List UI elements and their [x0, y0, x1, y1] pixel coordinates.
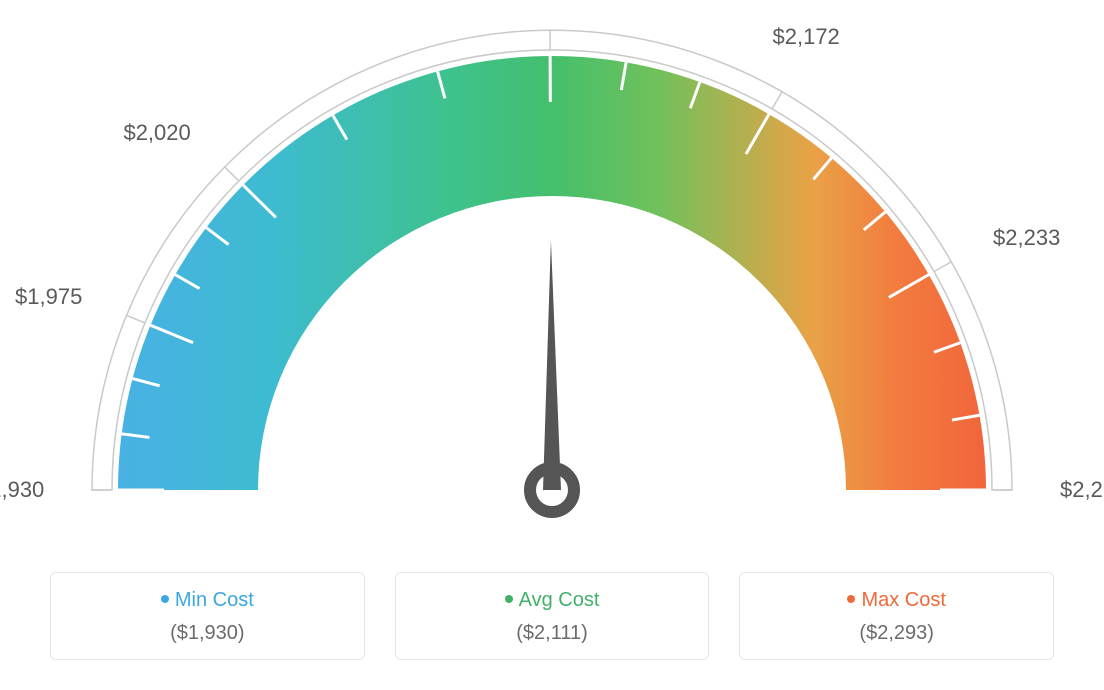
dot-icon	[847, 595, 855, 603]
legend-avg-label: Avg Cost	[519, 589, 600, 611]
legend-card-max: Max Cost ($2,293)	[739, 572, 1054, 660]
chart-container: $1,930$1,975$2,020$2,111$2,172$2,233$2,2…	[0, 0, 1104, 690]
gauge-tick-label: $2,233	[993, 225, 1060, 251]
legend-min-value: ($1,930)	[61, 622, 354, 645]
legend-max-value: ($2,293)	[750, 622, 1043, 645]
legend-max-label: Max Cost	[861, 589, 945, 611]
gauge-tick-label: $2,020	[123, 120, 190, 146]
legend-card-min: Min Cost ($1,930)	[50, 572, 365, 660]
legend-avg-value: ($2,111)	[406, 622, 699, 645]
legend-max-title: Max Cost	[750, 589, 1043, 612]
legend-avg-title: Avg Cost	[406, 589, 699, 612]
gauge-tick-label: $2,172	[773, 24, 840, 50]
gauge-tick-label: $2,293	[1060, 477, 1104, 503]
gauge-tick-label: $1,975	[15, 284, 82, 310]
gauge-svg	[0, 0, 1104, 540]
dot-icon	[505, 595, 513, 603]
legend-min-title: Min Cost	[61, 589, 354, 612]
legend-min-label: Min Cost	[175, 589, 254, 611]
gauge-tick-label: $1,930	[0, 477, 44, 503]
dot-icon	[161, 595, 169, 603]
legend-row: Min Cost ($1,930) Avg Cost ($2,111) Max …	[50, 572, 1054, 660]
legend-card-avg: Avg Cost ($2,111)	[395, 572, 710, 660]
cost-gauge: $1,930$1,975$2,020$2,111$2,172$2,233$2,2…	[0, 0, 1104, 540]
